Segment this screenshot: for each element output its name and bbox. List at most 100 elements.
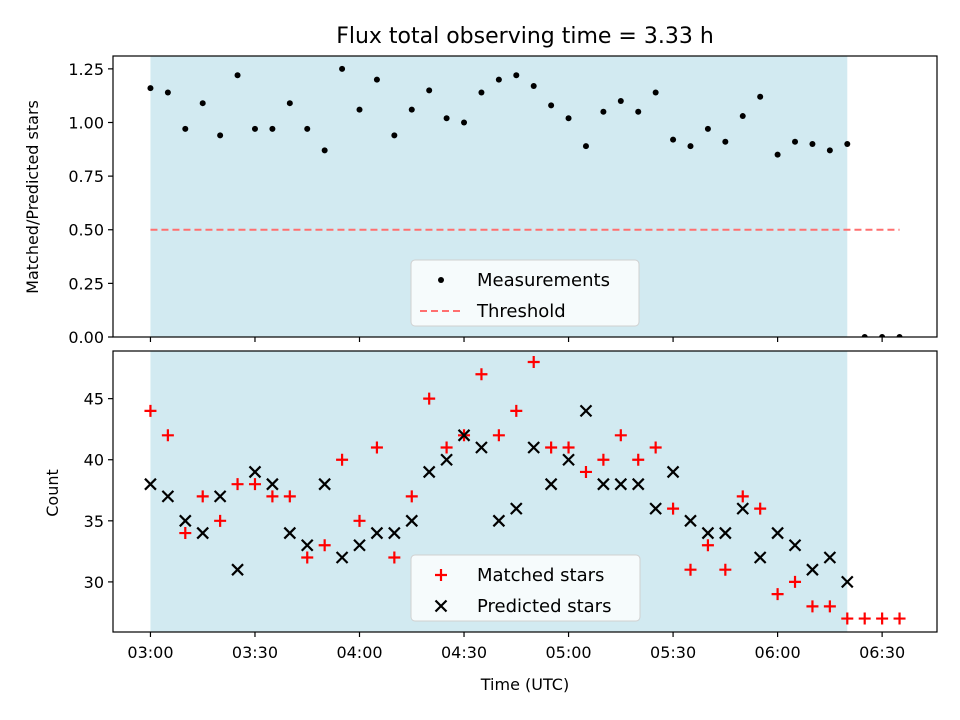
measurement-point [304, 125, 311, 132]
bottom-y-tick-label: 40 [84, 451, 104, 470]
matched-star-point [893, 612, 906, 625]
measurement-point [792, 138, 799, 145]
matched-star-point [196, 490, 209, 503]
top-y-tick-label: 0.25 [68, 274, 104, 293]
measurement-point [217, 132, 224, 139]
measurement-point [774, 151, 781, 158]
matched-star-point [579, 465, 592, 478]
matched-star-point [649, 441, 662, 454]
legend-label: Predicted stars [477, 596, 611, 617]
measurement-point [251, 125, 258, 132]
legend-predicted-marker [434, 599, 448, 613]
matched-star-point [161, 429, 174, 442]
predicted-star-point [231, 563, 244, 576]
predicted-star-point [388, 526, 401, 540]
top-y-tick-label: 0.00 [68, 328, 104, 347]
measurement-point [443, 115, 450, 122]
predicted-star-point [318, 477, 331, 491]
measurement-point [408, 106, 415, 113]
predicted-star-point [213, 490, 227, 503]
predicted-star-point [666, 465, 680, 479]
matched-star-point [614, 429, 627, 442]
matched-star-point [789, 575, 802, 588]
matched-star-point [667, 502, 680, 515]
x-tick-label: 03:30 [232, 643, 278, 662]
matched-star-point [179, 527, 192, 540]
measurement-point [391, 132, 398, 139]
predicted-star-point [527, 441, 540, 454]
matched-star-point [283, 490, 296, 503]
measurement-point [844, 140, 851, 147]
matched-star-point [701, 539, 714, 552]
matched-star-point [248, 478, 261, 491]
bottom-y-tick-label: 30 [84, 573, 104, 592]
top-y-tick-label: 0.50 [68, 221, 104, 240]
predicted-star-point [440, 453, 453, 467]
matched-star-point [754, 502, 767, 515]
predicted-star-point [161, 490, 175, 503]
matched-star-point [231, 478, 244, 491]
predicted-star-point [631, 477, 645, 491]
predicted-star-point [353, 538, 366, 552]
matched-star-point [597, 453, 610, 466]
predicted-star-point [266, 477, 279, 491]
predicted-star-point [405, 514, 419, 528]
predicted-star-point [457, 429, 471, 442]
measurement-point [687, 143, 694, 150]
predicted-star-point [579, 404, 593, 418]
predicted-star-point [283, 526, 297, 540]
measurement-point [495, 76, 502, 83]
top-y-tick-label: 1.00 [68, 113, 104, 132]
predicted-star-point [248, 465, 262, 479]
top-y-tick-label: 1.25 [68, 60, 104, 79]
predicted-star-point [701, 526, 715, 540]
measurement-point [461, 119, 468, 126]
measurement-point [722, 138, 729, 145]
measurement-point [809, 140, 816, 147]
matched-star-point [353, 514, 366, 527]
bottom-x-axis-label: Time (UTC) [480, 675, 569, 694]
measurement-point [704, 125, 711, 132]
measurement-point [199, 100, 206, 107]
x-tick-label: 05:30 [650, 643, 696, 662]
matched-star-point [736, 490, 749, 503]
predicted-star-point [806, 563, 819, 576]
predicted-star-point [370, 526, 384, 540]
measurement-point [426, 87, 433, 94]
matched-star-point [475, 368, 488, 381]
measurement-point [896, 334, 903, 337]
measurement-point [879, 334, 886, 337]
matched-star-point [719, 563, 732, 576]
matched-star-point [440, 441, 453, 454]
bottom-y-axis-label: Count [43, 469, 62, 517]
matched-star-point [301, 551, 314, 564]
x-tick-label: 04:30 [441, 643, 487, 662]
predicted-star-point [649, 502, 662, 515]
x-tick-label: 03:00 [127, 643, 173, 662]
matched-star-point [841, 612, 854, 625]
measurement-point [635, 108, 642, 115]
measurement-point [530, 83, 537, 90]
bottom-axes-frame [112, 350, 938, 633]
measurement-point [739, 113, 746, 120]
predicted-star-point [841, 575, 854, 589]
predicted-star-point [492, 514, 506, 528]
matched-star-point [527, 355, 540, 368]
measurement-point [861, 334, 868, 337]
top-y-tick-label: 0.75 [68, 167, 104, 186]
x-tick-label: 06:00 [755, 643, 801, 662]
predicted-star-point [179, 514, 192, 528]
measurement-point [321, 147, 328, 154]
predicted-star-point [196, 526, 209, 540]
bottom-legend: Matched stars Predicted stars [410, 554, 641, 622]
matched-star-point [492, 429, 505, 442]
x-tick-label: 06:30 [859, 643, 905, 662]
predicted-star-point [719, 526, 732, 540]
matched-star-point [388, 551, 401, 564]
matched-star-point [370, 441, 383, 454]
measurement-point [339, 65, 346, 72]
matched-star-point [266, 490, 279, 503]
predicted-star-point [544, 477, 558, 491]
bottom-y-tick-label: 45 [84, 390, 104, 409]
